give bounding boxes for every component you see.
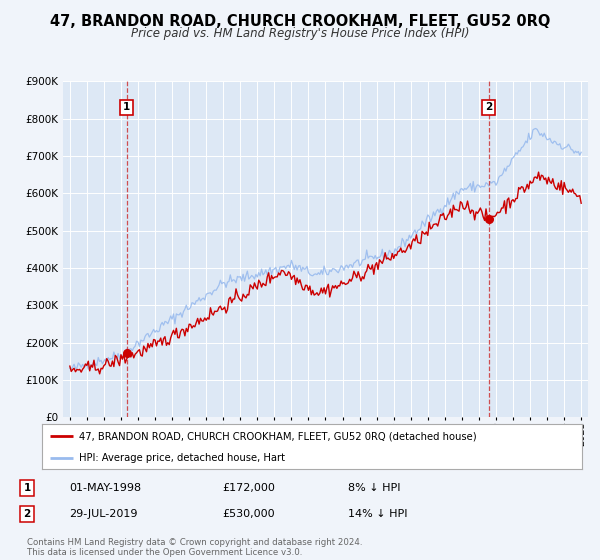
Text: 47, BRANDON ROAD, CHURCH CROOKHAM, FLEET, GU52 0RQ: 47, BRANDON ROAD, CHURCH CROOKHAM, FLEET… [50, 14, 550, 29]
Text: 2: 2 [23, 509, 31, 519]
Text: 47, BRANDON ROAD, CHURCH CROOKHAM, FLEET, GU52 0RQ (detached house): 47, BRANDON ROAD, CHURCH CROOKHAM, FLEET… [79, 431, 476, 441]
Text: 14% ↓ HPI: 14% ↓ HPI [348, 509, 407, 519]
Text: £172,000: £172,000 [222, 483, 275, 493]
Text: £530,000: £530,000 [222, 509, 275, 519]
Text: 29-JUL-2019: 29-JUL-2019 [69, 509, 137, 519]
Text: 8% ↓ HPI: 8% ↓ HPI [348, 483, 401, 493]
Text: HPI: Average price, detached house, Hart: HPI: Average price, detached house, Hart [79, 452, 285, 463]
Text: Contains HM Land Registry data © Crown copyright and database right 2024.
This d: Contains HM Land Registry data © Crown c… [27, 538, 362, 557]
Text: 1: 1 [123, 102, 130, 113]
Text: 01-MAY-1998: 01-MAY-1998 [69, 483, 141, 493]
Text: 2: 2 [485, 102, 492, 113]
Text: Price paid vs. HM Land Registry's House Price Index (HPI): Price paid vs. HM Land Registry's House … [131, 27, 469, 40]
Text: 1: 1 [23, 483, 31, 493]
